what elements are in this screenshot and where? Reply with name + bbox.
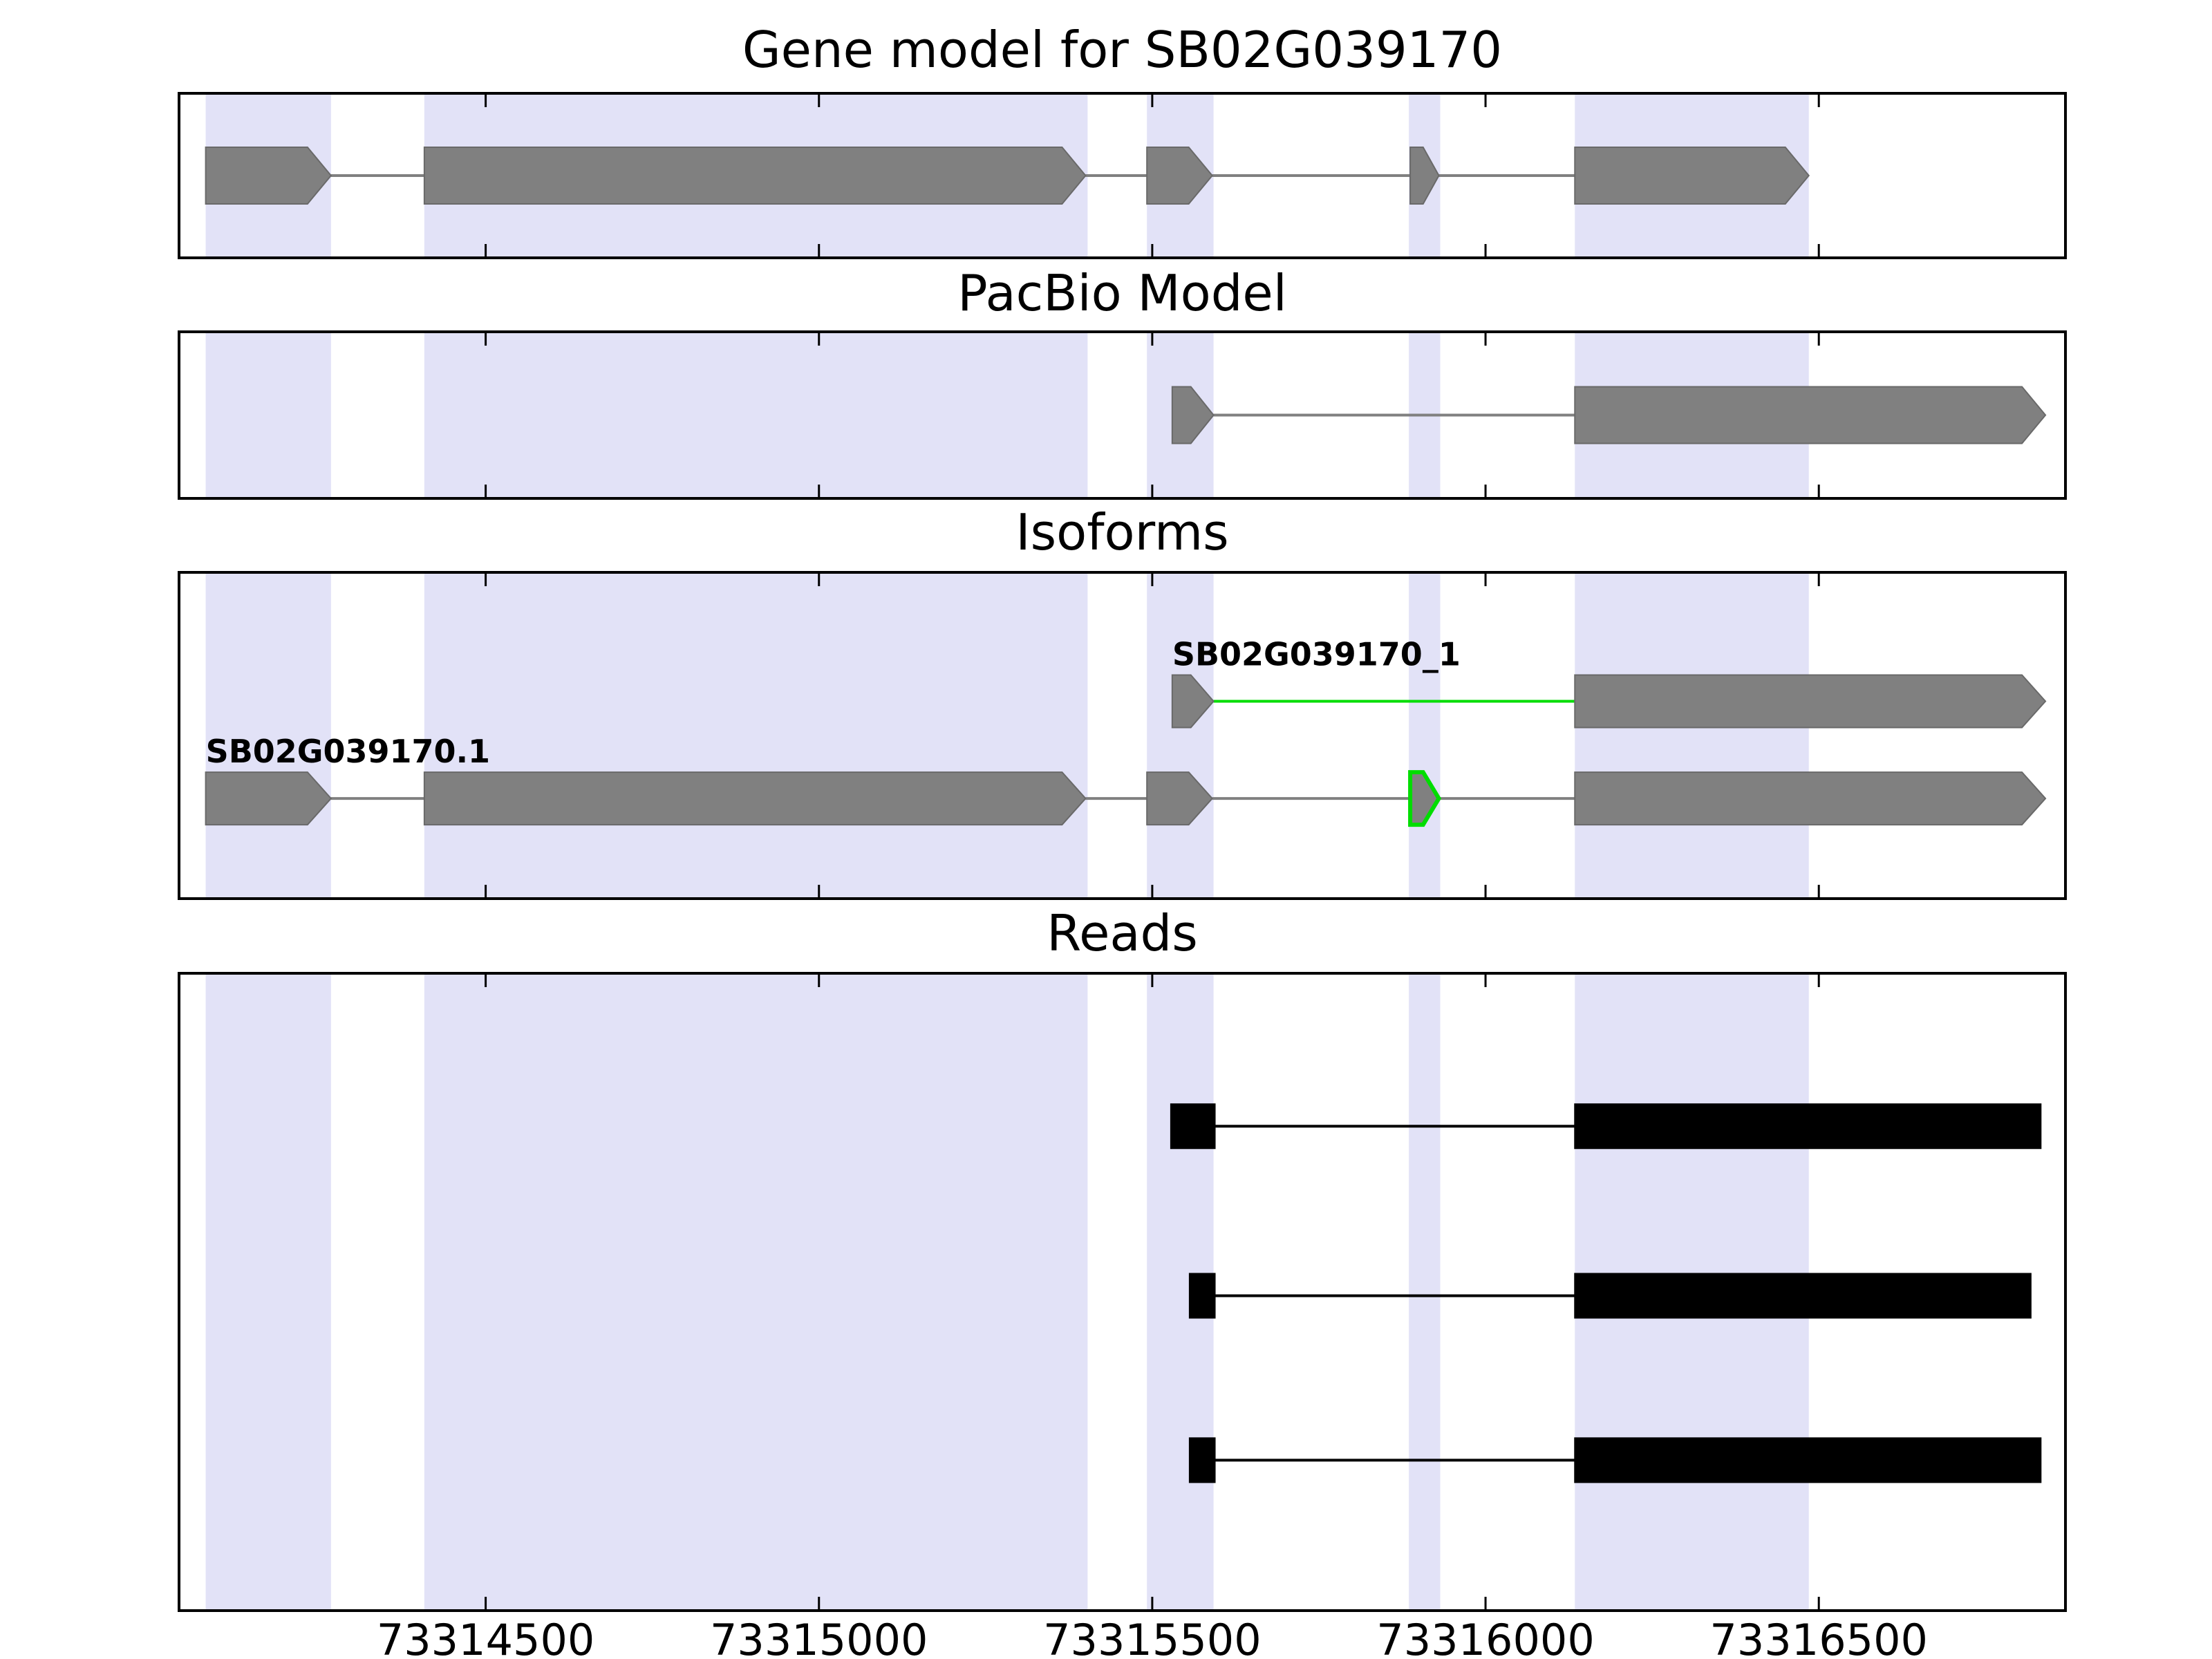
- exon-highlight-band: [205, 975, 331, 1609]
- exon-block: [1574, 1437, 2042, 1483]
- exon-block: [1146, 771, 1214, 826]
- track-panel: [178, 972, 2067, 1612]
- exon-block: [423, 771, 1087, 826]
- panel-border: [178, 571, 2067, 900]
- x-tick-label: 73314500: [377, 1615, 595, 1659]
- x-tick-label: 73316500: [1709, 1615, 1928, 1659]
- exon-block: [1574, 1103, 2042, 1150]
- exon-block: [205, 147, 332, 205]
- exon-block: [1409, 147, 1440, 205]
- exon-highlight-band: [424, 333, 1088, 497]
- exon-block: [423, 147, 1087, 205]
- exon-block-highlighted: [1408, 770, 1442, 827]
- exon-highlight-band: [424, 574, 1088, 897]
- track-panel: [178, 92, 2067, 259]
- exon-block: [1188, 1437, 1216, 1483]
- exon-highlight-band: [424, 975, 1088, 1609]
- isoform-label: SB02G039170.1: [206, 733, 490, 770]
- exon-highlight-band: [205, 574, 331, 897]
- panel-border: [178, 92, 2067, 259]
- x-tick-label: 73315000: [710, 1615, 928, 1659]
- exon-block: [1574, 1273, 2032, 1319]
- x-tick-label: 73316000: [1376, 1615, 1595, 1659]
- exon-highlight-band: [1147, 574, 1214, 897]
- exon-block: [1170, 1103, 1216, 1150]
- exon-highlight-band: [1409, 975, 1441, 1609]
- panel-title-pacbio-model: PacBio Model: [957, 264, 1287, 322]
- x-tick-label: 73315500: [1043, 1615, 1262, 1659]
- exon-block: [1574, 674, 2047, 729]
- exon-block: [1574, 147, 1810, 205]
- exon-highlight-band: [1575, 574, 1809, 897]
- panel-title-reads: Reads: [1047, 904, 1198, 962]
- exon-block: [1171, 386, 1215, 444]
- panel-title-isoforms: Isoforms: [1015, 503, 1229, 561]
- exon-block: [205, 771, 332, 826]
- exon-block: [1574, 386, 2047, 444]
- exon-block: [1188, 1273, 1216, 1319]
- panel-border: [178, 330, 2067, 500]
- panel-border: [178, 972, 2067, 1612]
- exon-block: [1171, 674, 1215, 729]
- exon-block: [1146, 147, 1213, 205]
- exon-block: [1574, 771, 2047, 826]
- isoform-label: SB02G039170_1: [1172, 635, 1461, 673]
- panel-title-gene-model: Gene model for SB02G039170: [742, 21, 1503, 79]
- track-panel: [178, 330, 2067, 500]
- exon-highlight-band: [205, 333, 331, 497]
- exon-highlight-band: [1409, 574, 1441, 897]
- track-panel: SB02G039170_1 SB02G039170.1: [178, 571, 2067, 900]
